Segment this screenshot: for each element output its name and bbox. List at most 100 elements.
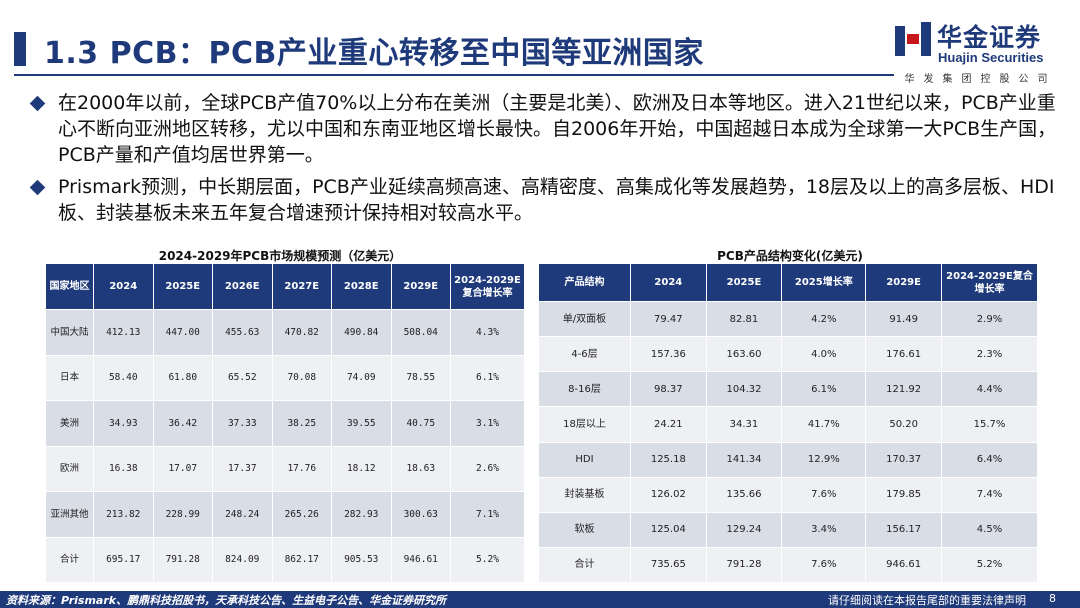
table-cell: 7.4% bbox=[941, 476, 1038, 513]
column-header: 2025增长率 bbox=[781, 263, 867, 302]
table-cell: 17.76 bbox=[271, 445, 332, 492]
table-cell: 34.31 bbox=[705, 406, 783, 443]
table-cell: 447.00 bbox=[152, 309, 213, 356]
table-header-row: 国家地区 2024 2025E 2026E 2027E 2028E 2029E … bbox=[45, 263, 525, 310]
table-cell: 单/双面板 bbox=[538, 300, 631, 338]
logo-english-name: Huajin Securities bbox=[938, 50, 1044, 65]
bullet-item: 在2000年以前，全球PCB产值70%以上分布在美洲（主要是北美）、欧洲及日本等… bbox=[29, 90, 1060, 168]
table-cell: 74.09 bbox=[331, 354, 392, 401]
table-cell: 65.52 bbox=[212, 354, 273, 401]
table-cell: 6.1% bbox=[450, 354, 525, 401]
market-forecast-table: 国家地区 2024 2025E 2026E 2027E 2028E 2029E … bbox=[45, 263, 525, 583]
table-row: 封装基板 126.02 135.66 7.6% 179.85 7.4% bbox=[538, 476, 1038, 513]
table-cell: 78.55 bbox=[390, 354, 451, 401]
table-cell: 18层以上 bbox=[538, 406, 631, 443]
column-header: 2028E bbox=[331, 263, 392, 310]
table-cell: 862.17 bbox=[271, 536, 332, 583]
table-cell: 6.1% bbox=[781, 371, 867, 408]
market-forecast-table-caption: 2024-2029年PCB市场规模预测（亿美元） bbox=[158, 249, 402, 263]
table-row: 合计 735.65 791.28 7.6% 946.61 5.2% bbox=[538, 546, 1038, 584]
table-row: 18层以上 24.21 34.31 41.7% 50.20 15.7% bbox=[538, 406, 1038, 443]
table-cell: 163.60 bbox=[705, 336, 783, 373]
page-number: 8 bbox=[1049, 592, 1056, 605]
table-row: 单/双面板 79.47 82.81 4.2% 91.49 2.9% bbox=[538, 300, 1038, 338]
table-cell: 7.6% bbox=[781, 546, 867, 584]
table-cell: 18.63 bbox=[390, 445, 451, 492]
table-row: 8-16层 98.37 104.32 6.1% 121.92 4.4% bbox=[538, 371, 1038, 408]
column-header: 2026E bbox=[212, 263, 273, 310]
table-cell: 4.4% bbox=[941, 371, 1038, 408]
title-accent-bar bbox=[14, 32, 26, 66]
bullet-list: 在2000年以前，全球PCB产值70%以上分布在美洲（主要是北美）、欧洲及日本等… bbox=[29, 90, 1060, 232]
diamond-bullet-icon bbox=[29, 179, 46, 196]
table-cell: 17.37 bbox=[212, 445, 273, 492]
column-header: 2024-2029E复合增长率 bbox=[450, 263, 525, 310]
column-header: 2024 bbox=[93, 263, 154, 310]
footer-disclaimer: 请仔细阅读在本报告尾部的重要法律声明 bbox=[828, 594, 1026, 607]
product-structure-table: 产品结构 2024 2025E 2025增长率 2029E 2024-2029E… bbox=[538, 263, 1038, 584]
table-cell: 15.7% bbox=[941, 406, 1038, 443]
table-cell: 265.26 bbox=[271, 491, 332, 538]
table-cell: 4-6层 bbox=[538, 336, 631, 373]
footer-bar bbox=[0, 591, 1080, 608]
table-cell: 38.25 bbox=[271, 400, 332, 447]
table-cell: 735.65 bbox=[630, 546, 707, 584]
bullet-item: Prismark预测，中长期层面，PCB产业延续高频高速、高精密度、高集成化等发… bbox=[29, 174, 1060, 226]
table-cell: 软板 bbox=[538, 511, 631, 548]
table-cell: 135.66 bbox=[705, 476, 783, 513]
table-cell: 12.9% bbox=[781, 441, 867, 478]
bullet-text: 在2000年以前，全球PCB产值70%以上分布在美洲（主要是北美）、欧洲及日本等… bbox=[58, 92, 1057, 166]
table-row: 美洲 34.93 36.42 37.33 38.25 39.55 40.75 3… bbox=[45, 400, 525, 447]
table-cell: 125.04 bbox=[630, 511, 707, 548]
table-row: 亚洲其他 213.82 228.99 248.24 265.26 282.93 … bbox=[45, 491, 525, 538]
column-header: 2029E bbox=[865, 263, 942, 302]
table-row: 合计 695.17 791.28 824.09 862.17 905.53 94… bbox=[45, 536, 525, 583]
table-cell: 176.61 bbox=[865, 336, 942, 373]
table-cell: 亚洲其他 bbox=[45, 491, 94, 538]
column-header: 2024 bbox=[630, 263, 707, 302]
footer-source: 资料来源：Prismark、鹏鼎科技招股书，天承科技公告、生益电子公告、华金证券… bbox=[6, 594, 447, 607]
column-header: 国家地区 bbox=[45, 263, 94, 310]
table-cell: 7.1% bbox=[450, 491, 525, 538]
table-cell: 封装基板 bbox=[538, 476, 631, 513]
table-cell: 中国大陆 bbox=[45, 309, 94, 356]
logo-subtitle: 华发集团控股公司 bbox=[904, 74, 1057, 85]
table-cell: 282.93 bbox=[331, 491, 392, 538]
table-cell: 946.61 bbox=[390, 536, 451, 583]
table-cell: HDI bbox=[538, 441, 631, 478]
table-cell: 日本 bbox=[45, 354, 94, 401]
table-cell: 36.42 bbox=[152, 400, 213, 447]
column-header: 2025E bbox=[152, 263, 213, 310]
table-cell: 2.6% bbox=[450, 445, 525, 492]
table-cell: 2.9% bbox=[941, 300, 1038, 338]
table-cell: 82.81 bbox=[705, 300, 783, 338]
table-cell: 179.85 bbox=[865, 476, 942, 513]
company-logo: 华金证券 Huajin Securities 华发集团控股公司 bbox=[893, 18, 1073, 86]
table-cell: 5.2% bbox=[941, 546, 1038, 584]
bullet-text: Prismark预测，中长期层面，PCB产业延续高频高速、高精密度、高集成化等发… bbox=[58, 176, 1055, 224]
table-cell: 合计 bbox=[538, 546, 631, 584]
table-cell: 126.02 bbox=[630, 476, 707, 513]
table-cell: 58.40 bbox=[93, 354, 154, 401]
table-row: 日本 58.40 61.80 65.52 70.08 74.09 78.55 6… bbox=[45, 354, 525, 401]
table-cell: 946.61 bbox=[865, 546, 942, 584]
title-underline bbox=[14, 74, 894, 76]
table-cell: 7.6% bbox=[781, 476, 867, 513]
table-cell: 508.04 bbox=[390, 309, 451, 356]
table-cell: 412.13 bbox=[93, 309, 154, 356]
table-cell: 695.17 bbox=[93, 536, 154, 583]
column-header: 2027E bbox=[271, 263, 332, 310]
table-cell: 6.4% bbox=[941, 441, 1038, 478]
table-cell: 91.49 bbox=[865, 300, 942, 338]
table-header-row: 产品结构 2024 2025E 2025增长率 2029E 2024-2029E… bbox=[538, 263, 1038, 302]
table-cell: 157.36 bbox=[630, 336, 707, 373]
table-cell: 合计 bbox=[45, 536, 94, 583]
table-cell: 300.63 bbox=[390, 491, 451, 538]
table-cell: 4.2% bbox=[781, 300, 867, 338]
table-cell: 141.34 bbox=[705, 441, 783, 478]
table-cell: 17.07 bbox=[152, 445, 213, 492]
table-cell: 905.53 bbox=[331, 536, 392, 583]
table-cell: 37.33 bbox=[212, 400, 273, 447]
table-cell: 50.20 bbox=[865, 406, 942, 443]
table-cell: 170.37 bbox=[865, 441, 942, 478]
